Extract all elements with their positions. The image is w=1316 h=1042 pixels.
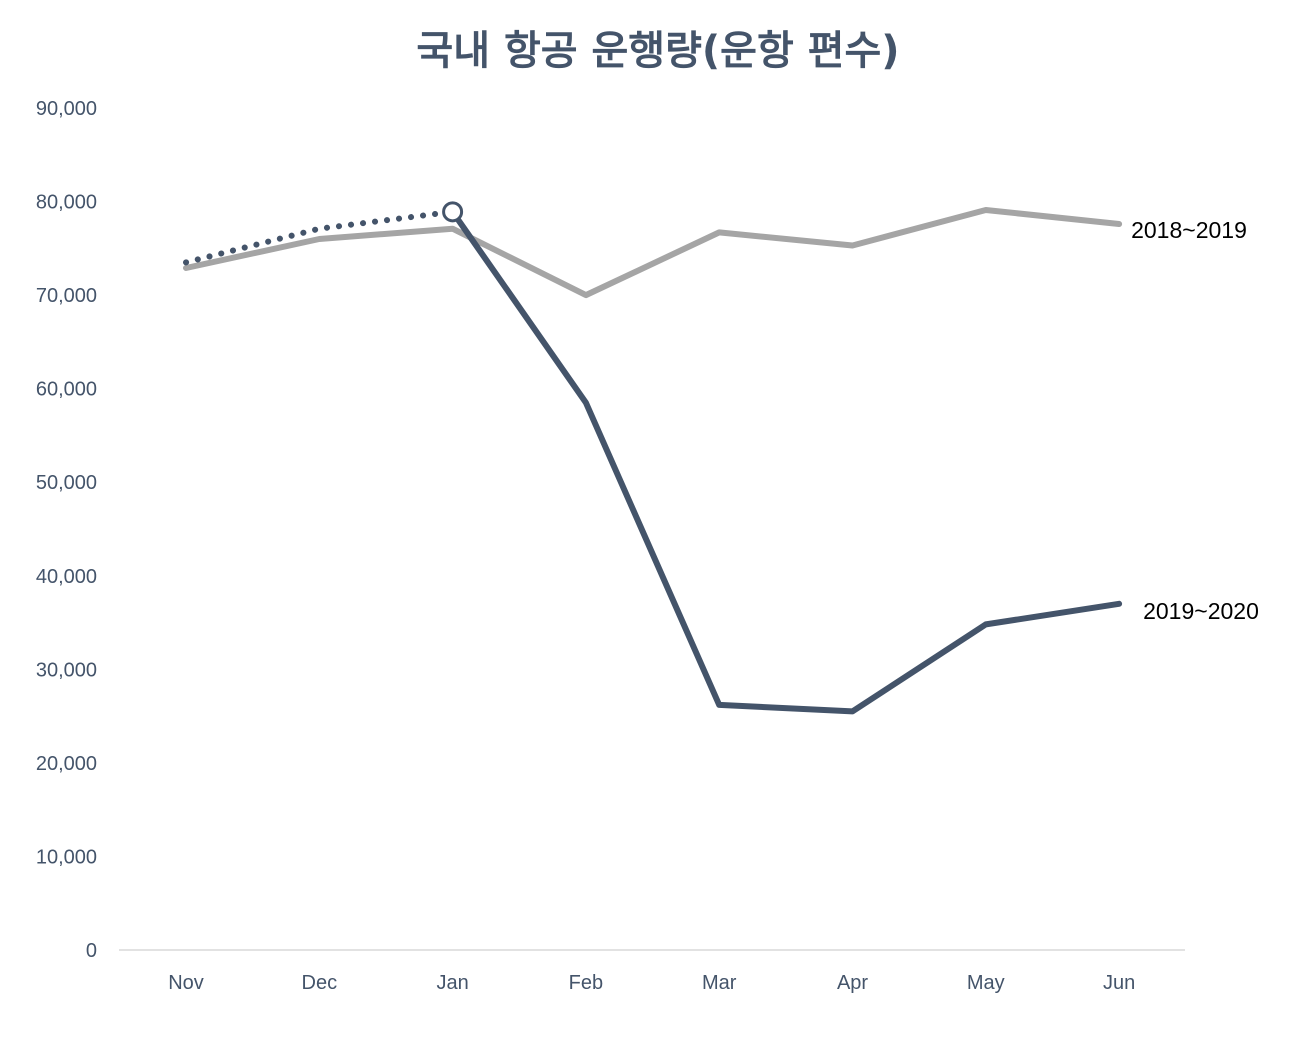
x-tick-label: Feb [569,972,603,994]
y-tick-label: 40,000 [36,566,97,588]
y-tick-label: 30,000 [36,659,97,681]
y-tick-label: 60,000 [36,379,97,401]
y-tick-label: 90,000 [36,98,97,120]
series-line [186,210,1119,295]
x-tick-label: Dec [302,972,338,994]
series-labels: 2018~2019 2019~2020 [1131,217,1259,624]
x-tick-label: May [967,972,1005,994]
series-layer [186,203,1119,712]
x-tick-label: Mar [702,972,737,994]
y-tick-label: 20,000 [36,753,97,775]
x-tick-label: Apr [837,972,868,994]
y-tick-label: 10,000 [36,846,97,868]
x-tick-label: Nov [168,972,204,994]
y-tick-label: 70,000 [36,285,97,307]
x-axis: Nov Dec Jan Feb Mar Apr May Jun [168,972,1135,994]
y-tick-label: 50,000 [36,472,97,494]
y-axis: 0 10,000 20,000 30,000 40,000 50,000 60,000 70,… [36,98,97,962]
series-label: 2019~2020 [1143,598,1259,624]
y-tick-label: 0 [86,940,97,962]
series-label: 2018~2019 [1131,217,1247,243]
y-tick-label: 80,000 [36,192,97,214]
x-tick-label: Jun [1103,972,1135,994]
open-point-marker [444,203,462,221]
x-tick-label: Jan [436,972,468,994]
series-line [453,212,1120,712]
